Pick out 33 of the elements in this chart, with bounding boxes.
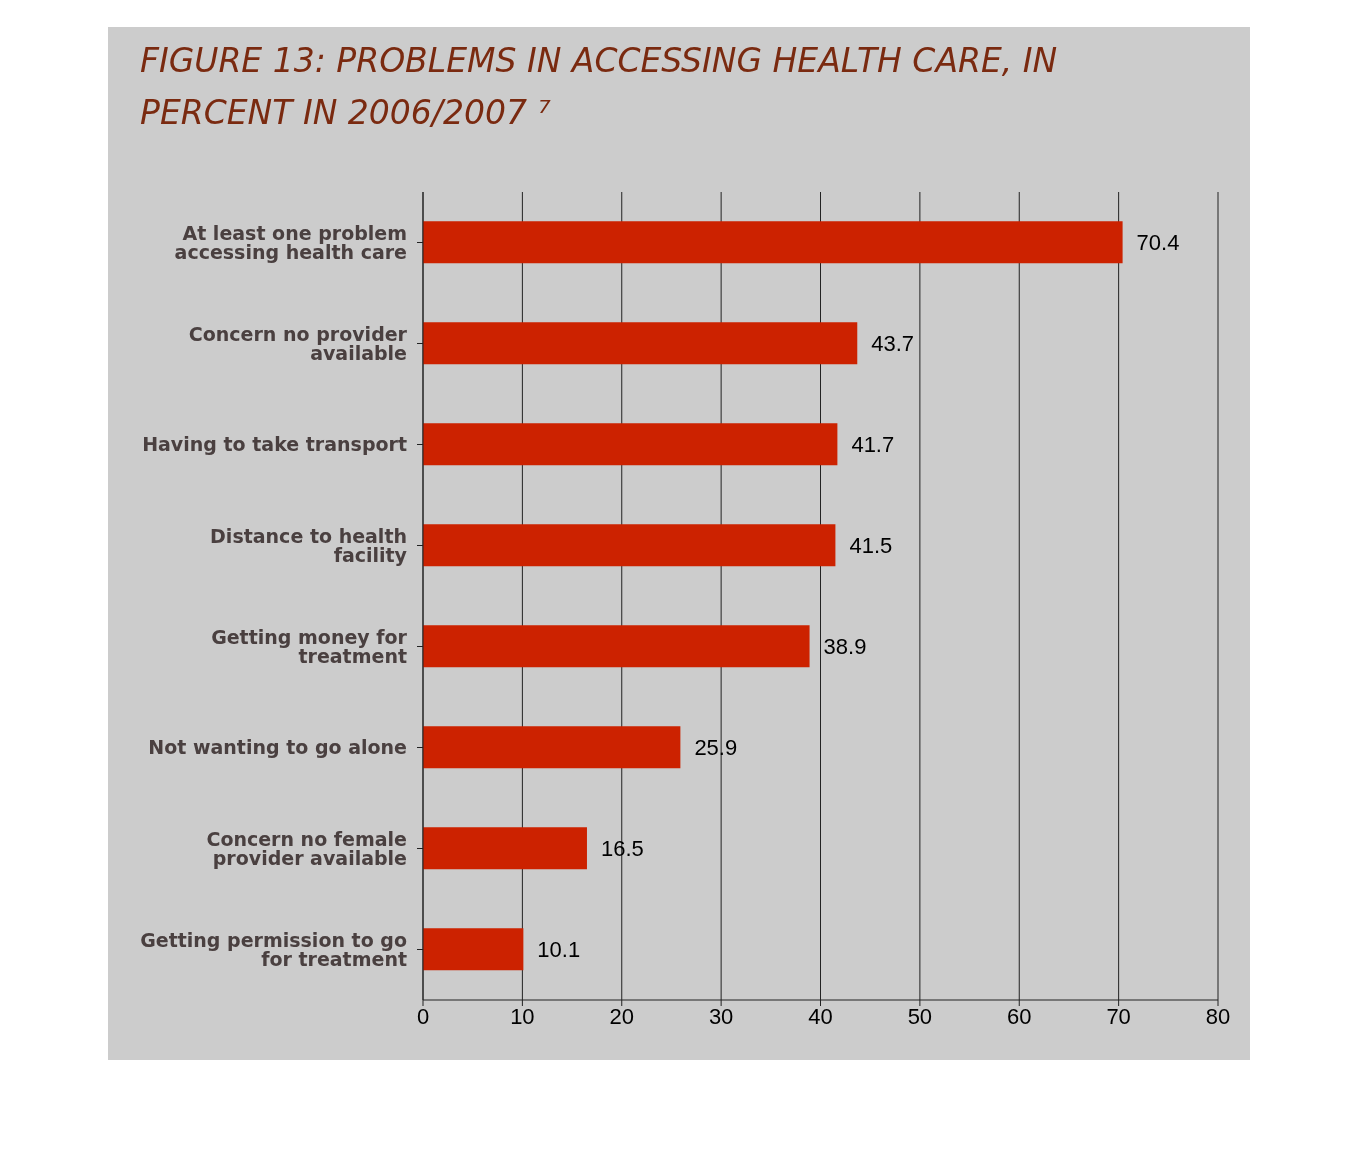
bar bbox=[423, 221, 1123, 264]
bar bbox=[423, 625, 810, 668]
y-tick-label: Getting money for treatment bbox=[211, 625, 408, 667]
data-label: 41.7 bbox=[851, 432, 895, 458]
bar bbox=[423, 524, 836, 567]
data-label: 25.9 bbox=[694, 735, 738, 761]
bar bbox=[423, 726, 681, 769]
data-label: 38.9 bbox=[823, 634, 867, 660]
data-label: 10.1 bbox=[537, 937, 581, 963]
data-label: 70.4 bbox=[1136, 230, 1180, 256]
data-label: 41.5 bbox=[849, 533, 893, 559]
y-tick-label: Concern no provider available bbox=[188, 322, 408, 364]
x-tick-label: 40 bbox=[808, 1003, 833, 1029]
data-label: 43.7 bbox=[871, 331, 915, 357]
bar bbox=[423, 827, 587, 870]
y-tick-label: Concern no female provider available bbox=[206, 827, 407, 869]
y-tick-label: Having to take transport bbox=[142, 433, 407, 456]
x-tick-label: 20 bbox=[609, 1003, 634, 1029]
y-tick-label: Getting permission to go for treatment bbox=[140, 928, 407, 970]
bar bbox=[423, 322, 858, 365]
x-tick-label: 70 bbox=[1106, 1003, 1131, 1029]
y-tick-label: Distance to health facility bbox=[210, 524, 408, 566]
y-tick-label: Not wanting to go alone bbox=[148, 736, 407, 759]
y-tick-label: At least one problem accessing health care bbox=[174, 221, 407, 263]
x-tick-label: 50 bbox=[907, 1003, 933, 1029]
x-tick-label: 0 bbox=[416, 1003, 430, 1029]
bar bbox=[423, 928, 524, 971]
x-tick-label: 30 bbox=[708, 1003, 734, 1029]
x-tick-label: 80 bbox=[1205, 1003, 1231, 1029]
bar bbox=[423, 423, 838, 466]
x-tick-label: 10 bbox=[510, 1003, 535, 1029]
x-tick-label: 60 bbox=[1007, 1003, 1032, 1029]
chart-title: FIGURE 13: PROBLEMS IN ACCESSING HEALTH CARE, IN PERCENT IN 2006/2007 ⁷ bbox=[140, 40, 1059, 134]
